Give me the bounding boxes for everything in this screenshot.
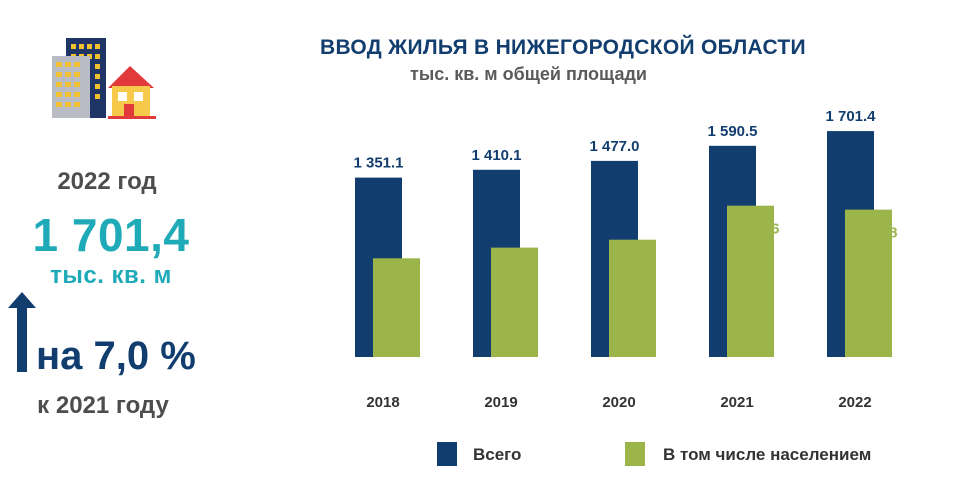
x-tick-label: 2018 (366, 394, 399, 411)
bar-population (845, 209, 892, 357)
summary-value: 1 701,4 (32, 209, 190, 261)
data-label-total: 1 701.4 (825, 108, 876, 125)
x-tick-label: 2021 (720, 394, 753, 411)
data-label-population: 743.4 (382, 273, 420, 290)
x-tick-label: 2020 (602, 394, 635, 411)
bar-population (373, 258, 420, 357)
data-label-population: 883.5 (618, 255, 656, 272)
data-label-total: 1 477.0 (589, 138, 639, 155)
bar-population (609, 239, 656, 357)
chart-title: ВВОД ЖИЛЬЯ В НИЖЕГОРОДСКОЙ ОБЛАСТИ (320, 36, 806, 59)
data-label-population: 1 139.6 (729, 221, 779, 238)
legend-population-label: В том числе населением (663, 445, 871, 464)
chart-subtitle: тыс. кв. м общей площади (410, 64, 647, 84)
legend-total-label: Всего (473, 445, 521, 464)
data-label-population: 1 109.8 (847, 225, 897, 242)
x-tick-label: 2019 (484, 394, 517, 411)
data-label-population: 823.9 (500, 263, 538, 280)
summary-unit: тыс. кв. м (50, 262, 172, 289)
summary-growth: на 7,0 % (36, 334, 196, 378)
bar-population (727, 205, 774, 357)
x-tick-label: 2022 (838, 394, 871, 411)
house-icon (108, 66, 156, 119)
legend-total-swatch (437, 442, 457, 466)
bar-population (491, 247, 538, 357)
legend-population-swatch (625, 442, 645, 466)
up-arrow-icon (8, 292, 36, 372)
data-label-total: 1 590.5 (707, 123, 757, 140)
summary-year-label: 2022 год (57, 168, 157, 195)
summary-compare: к 2021 году (37, 392, 169, 419)
data-label-total: 1 410.1 (471, 147, 521, 164)
data-label-total: 1 351.1 (353, 155, 403, 172)
apartment-building-icon (52, 38, 156, 119)
housing-illustration (48, 36, 160, 120)
